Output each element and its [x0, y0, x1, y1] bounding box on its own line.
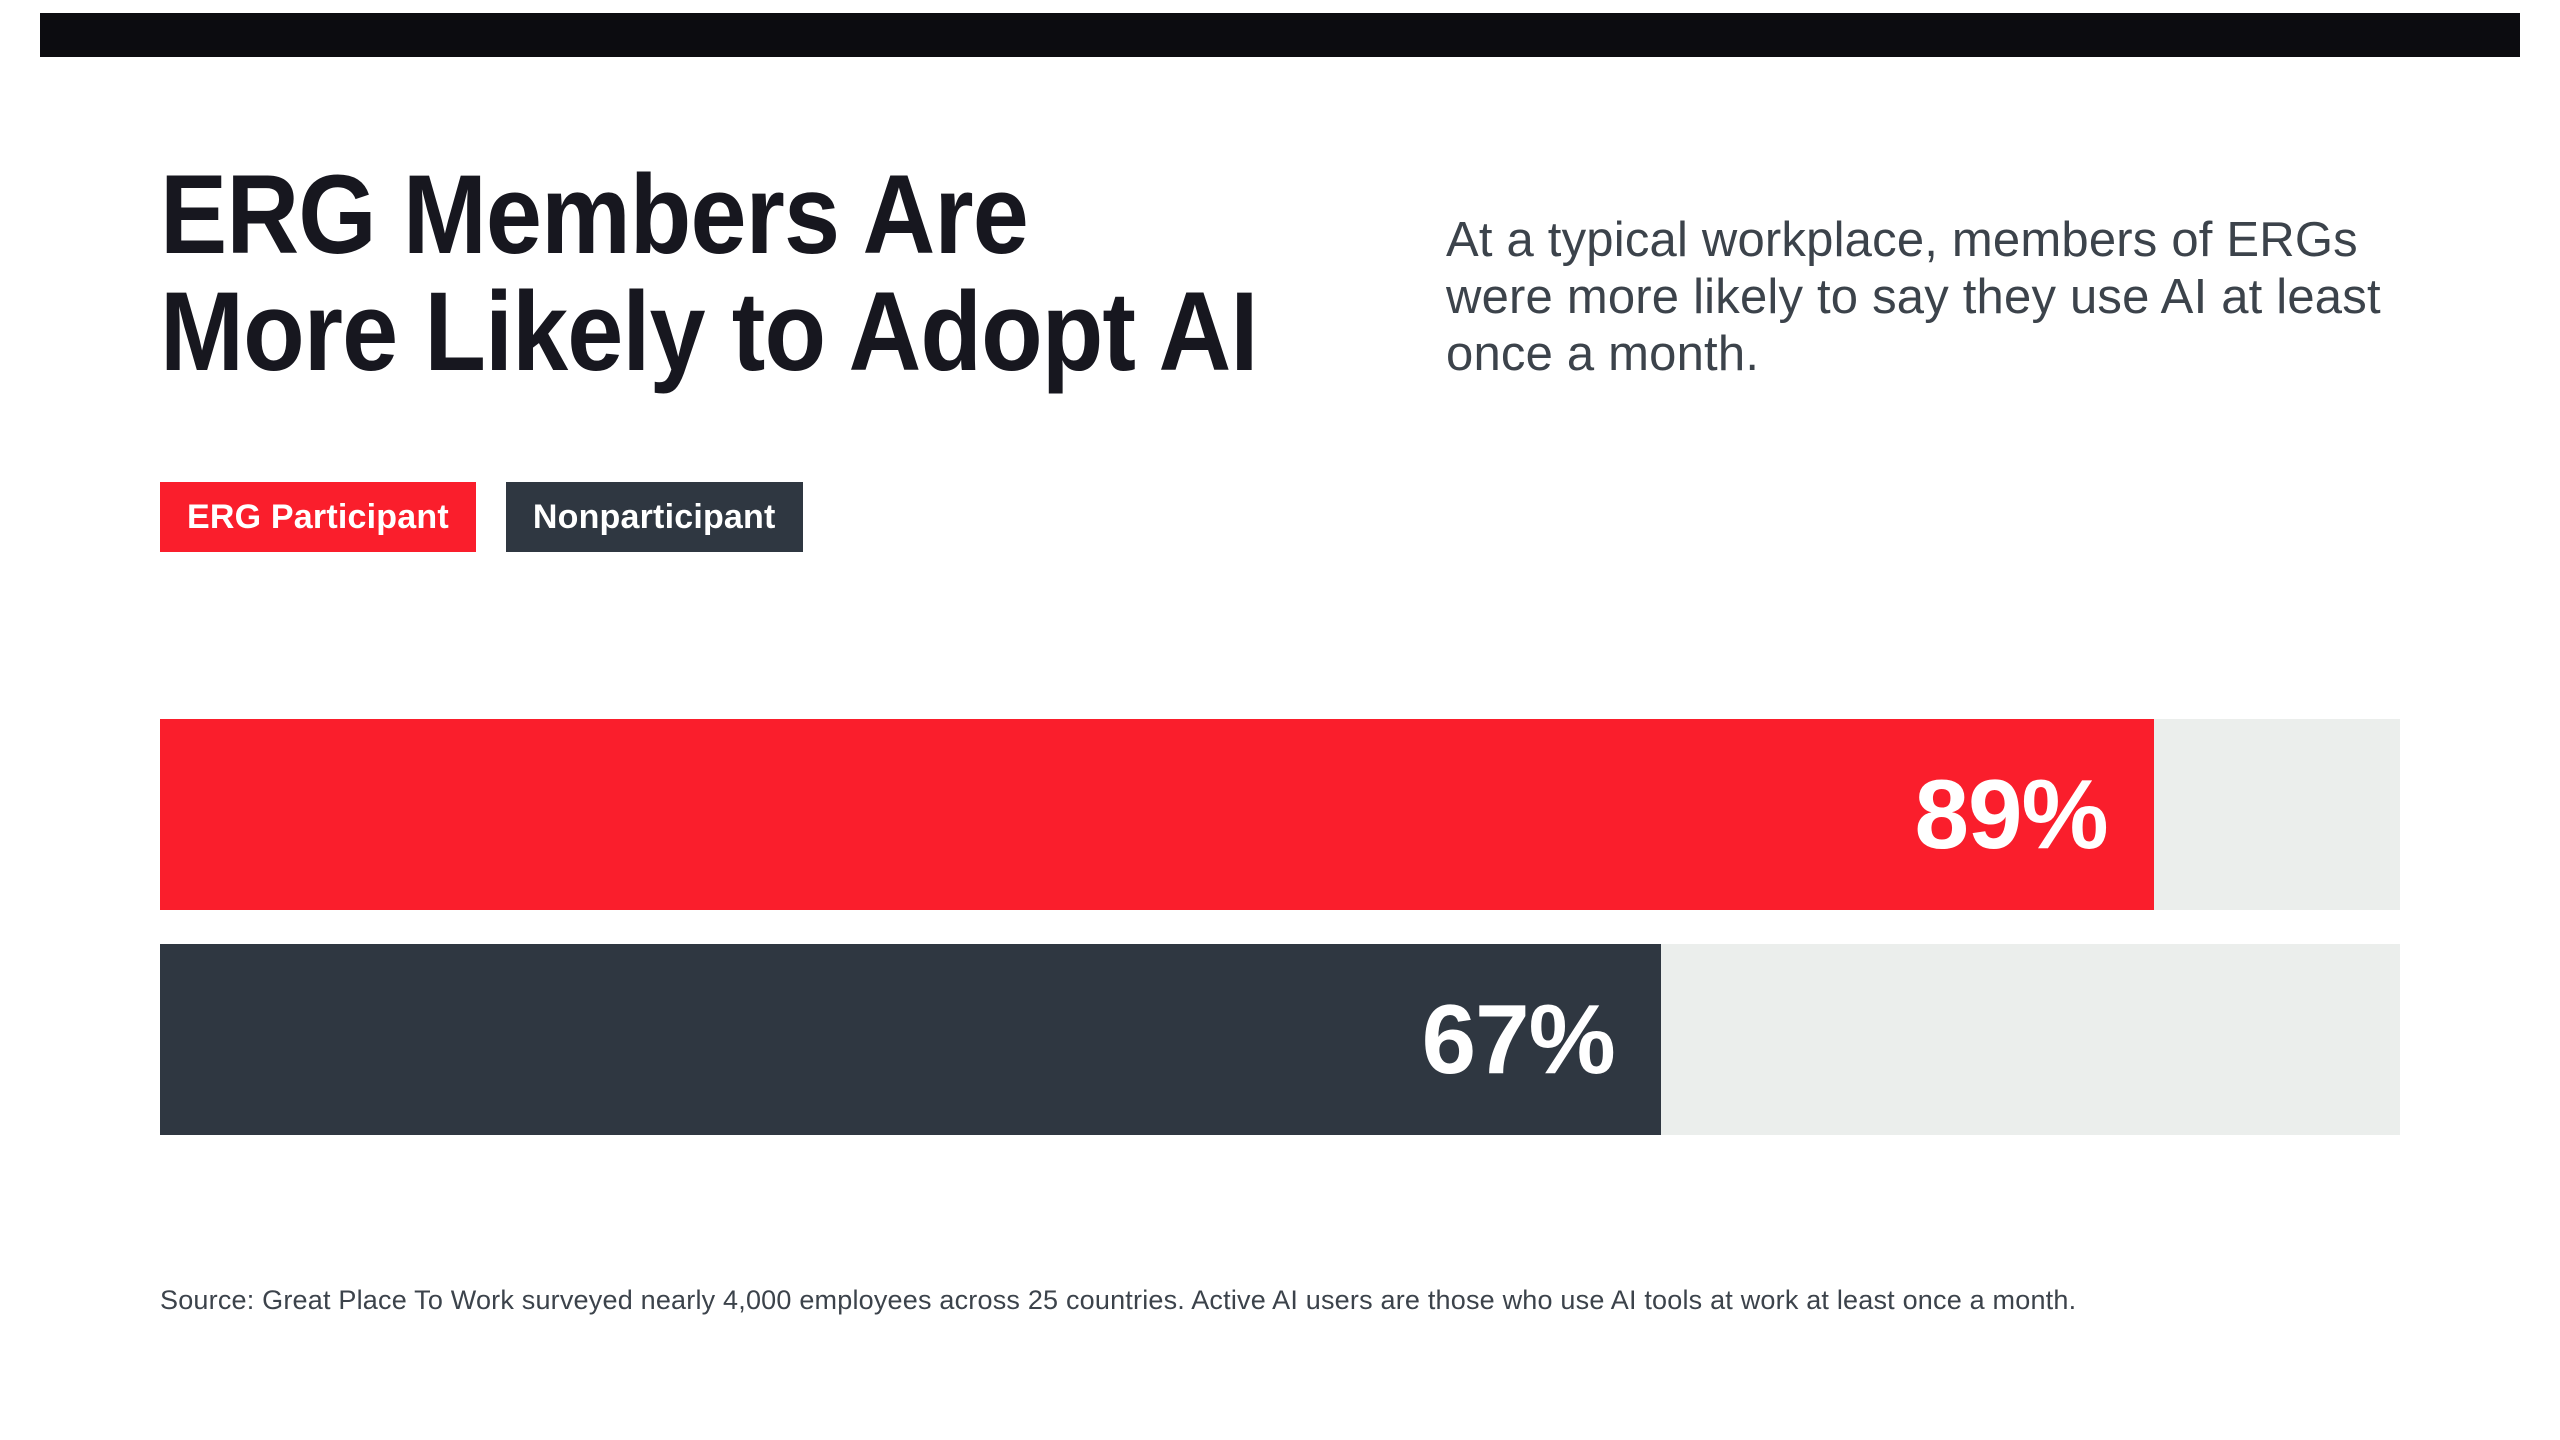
- bar-fill-erg-participant: 89%: [160, 719, 2154, 910]
- bar-fill-nonparticipant: 67%: [160, 944, 1661, 1135]
- bar-track-nonparticipant: 67%: [160, 944, 2400, 1135]
- source-note: Source: Great Place To Work surveyed nea…: [160, 1285, 2077, 1315]
- bar-track-erg-participant: 89%: [160, 719, 2400, 910]
- top-accent-bar: [40, 13, 2520, 57]
- bar-value-label-nonparticipant: 67%: [1421, 984, 1616, 1094]
- chart-subtitle: At a typical workplace, members of ERGs …: [1446, 213, 2381, 381]
- legend-label: ERG Participant: [187, 497, 449, 536]
- legend-label: Nonparticipant: [532, 497, 776, 536]
- page-title: ERG Members Are More Likely to Adopt AI: [160, 152, 1258, 394]
- chart-legend: ERG Participant Nonparticipant: [160, 482, 803, 552]
- bar-value-label-erg-participant: 89%: [1914, 759, 2108, 869]
- legend-item-erg-participant: ERG Participant: [160, 482, 476, 552]
- bar-chart: 89% 67%: [160, 719, 2400, 1135]
- legend-item-nonparticipant: Nonparticipant: [505, 482, 803, 552]
